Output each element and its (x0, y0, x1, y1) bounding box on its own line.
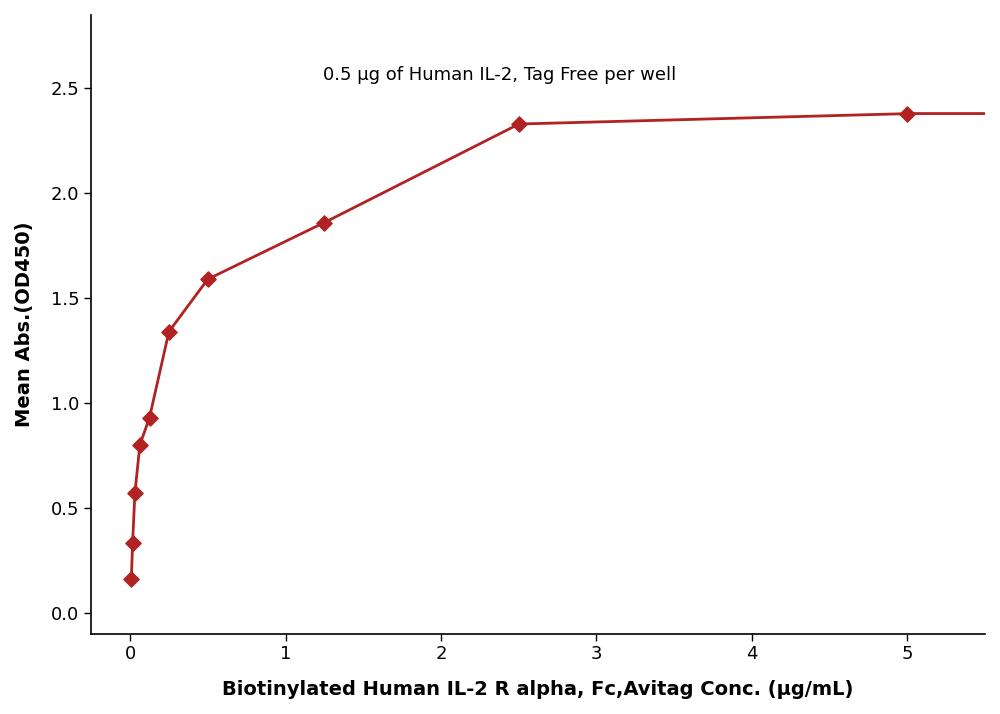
Point (200, 273, 216, 285)
Y-axis label: Mean Abs.(OD450): Mean Abs.(OD450) (15, 221, 34, 427)
Point (123, 573, 139, 585)
Point (142, 412, 158, 423)
Point (899, 108, 915, 119)
Point (127, 488, 143, 499)
Point (316, 217, 332, 228)
Point (125, 538, 141, 549)
Point (132, 439, 148, 451)
Point (161, 326, 177, 337)
X-axis label: Biotinylated Human IL-2 R alpha, Fc,Avitag Conc. (μg/mL): Biotinylated Human IL-2 R alpha, Fc,Avit… (222, 680, 854, 699)
Text: 0.5 μg of Human IL-2, Tag Free per well: 0.5 μg of Human IL-2, Tag Free per well (323, 66, 677, 84)
Point (511, 119, 527, 130)
